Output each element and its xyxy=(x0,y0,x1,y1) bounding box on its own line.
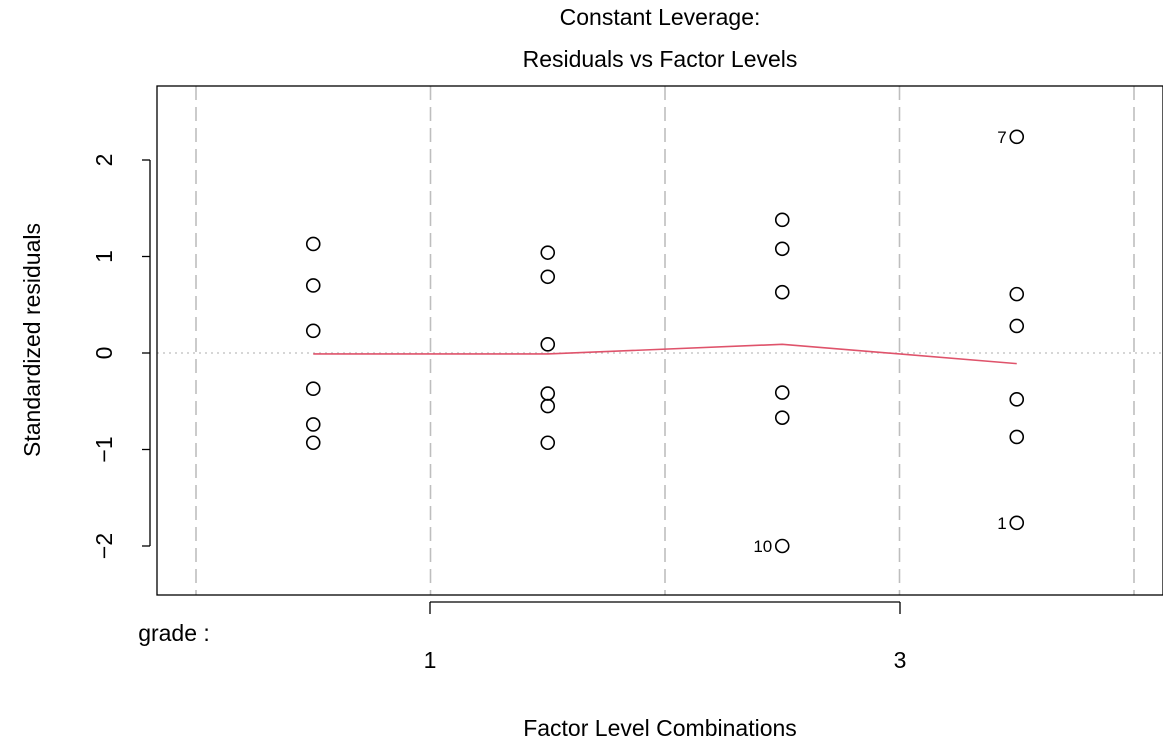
y-tick-label: 0 xyxy=(91,347,117,360)
x-axis-label: Factor Level Combinations xyxy=(523,715,797,741)
data-point xyxy=(774,284,790,300)
x-tick-label: 1 xyxy=(424,647,437,673)
data-point xyxy=(1009,429,1025,445)
point-label: 1 xyxy=(997,514,1006,533)
y-tick-label: 1 xyxy=(91,250,117,263)
data-point xyxy=(774,212,790,228)
y-tick-label: −1 xyxy=(91,436,117,462)
data-point xyxy=(774,538,790,554)
data-point xyxy=(540,398,556,414)
data-point xyxy=(305,435,321,451)
plot-frame xyxy=(156,85,1163,596)
data-point xyxy=(305,323,321,339)
level-separator-lines xyxy=(195,86,1135,595)
data-point xyxy=(774,241,790,257)
data-point xyxy=(1009,515,1025,531)
point-label: 10 xyxy=(753,537,772,556)
data-point xyxy=(540,269,556,285)
data-point xyxy=(540,435,556,451)
y-axis-label: Standardized residuals xyxy=(19,223,45,457)
data-point xyxy=(774,385,790,400)
point-labels: 10 7 1 xyxy=(753,128,1006,556)
y-tick-label: −2 xyxy=(91,533,117,559)
chart-title-line2: Residuals vs Factor Levels xyxy=(523,46,798,72)
data-point xyxy=(540,337,556,352)
data-point xyxy=(1009,392,1025,407)
factor-name-label: grade : xyxy=(138,620,210,646)
smooth-line xyxy=(313,343,1017,365)
data-point xyxy=(305,381,321,397)
data-point xyxy=(1009,286,1025,302)
data-points xyxy=(305,129,1025,554)
data-point xyxy=(305,417,321,432)
data-point xyxy=(540,386,556,401)
y-axis: −2 −1 0 1 2 xyxy=(91,154,151,559)
point-label: 7 xyxy=(997,128,1006,147)
data-point xyxy=(1009,318,1025,334)
data-point xyxy=(305,278,321,293)
data-point xyxy=(305,236,321,252)
chart-title-line1: Constant Leverage: xyxy=(560,4,761,30)
data-point xyxy=(540,245,556,260)
data-point xyxy=(774,410,790,425)
x-tick-label: 3 xyxy=(894,647,907,673)
data-point xyxy=(1009,129,1025,145)
y-tick-label: 2 xyxy=(91,154,117,167)
